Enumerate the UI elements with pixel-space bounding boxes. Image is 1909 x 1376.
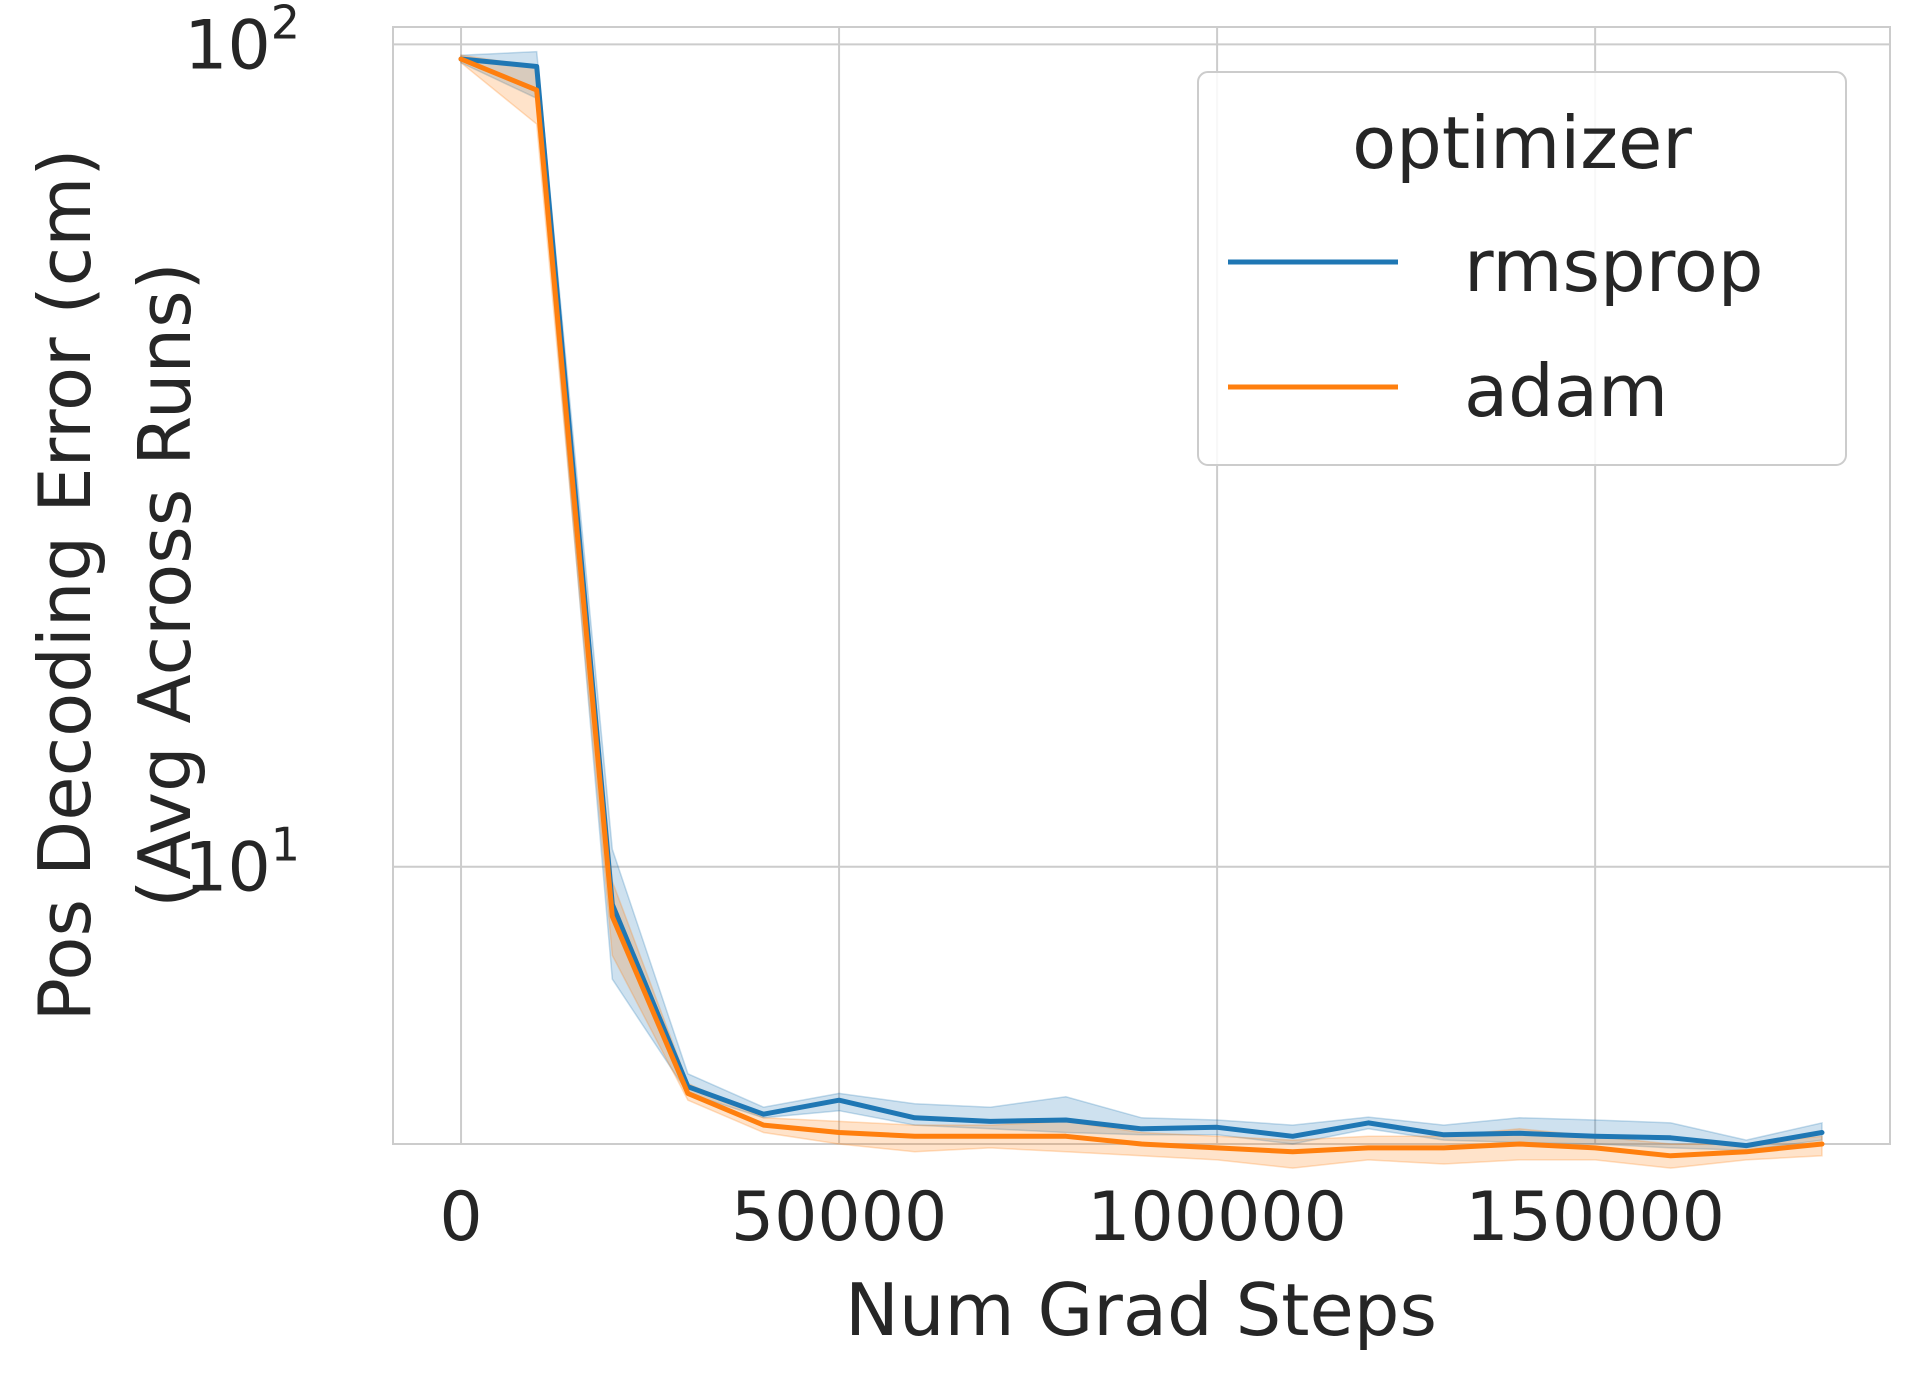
- x-tick-label: 0: [439, 1178, 482, 1257]
- confidence-bands: [460, 50, 1823, 1169]
- series-line-adam: [458, 56, 1825, 1159]
- y-axis-title-line-2: (Avg Across Runs): [123, 262, 207, 908]
- x-tick-label: 100000: [1087, 1178, 1347, 1257]
- legend-box: [1197, 71, 1847, 466]
- legend-label-adam: adam: [1464, 349, 1668, 433]
- series-line-rmsprop: [458, 56, 1825, 1149]
- x-tick-labels: 0 50000 100000 150000: [439, 1178, 1725, 1257]
- legend: optimizer rmsprop adam: [1197, 71, 1847, 466]
- y-tick-label: 102: [184, 0, 300, 85]
- legend-label-rmsprop: rmsprop: [1464, 224, 1763, 308]
- y-axis-title-line-1: Pos Decoding Error (cm): [23, 149, 107, 1022]
- x-tick-label: 50000: [731, 1178, 947, 1257]
- legend-title: optimizer: [1352, 101, 1692, 185]
- x-axis-title: Num Grad Steps: [845, 1268, 1437, 1352]
- y-tick-labels: 101 102: [184, 0, 300, 908]
- ci-band-rmsprop: [460, 50, 1823, 1152]
- y-tick-label: 101: [184, 818, 300, 908]
- ci-band-adam: [460, 54, 1823, 1169]
- series-lines: [458, 56, 1825, 1159]
- x-tick-label: 150000: [1465, 1178, 1725, 1257]
